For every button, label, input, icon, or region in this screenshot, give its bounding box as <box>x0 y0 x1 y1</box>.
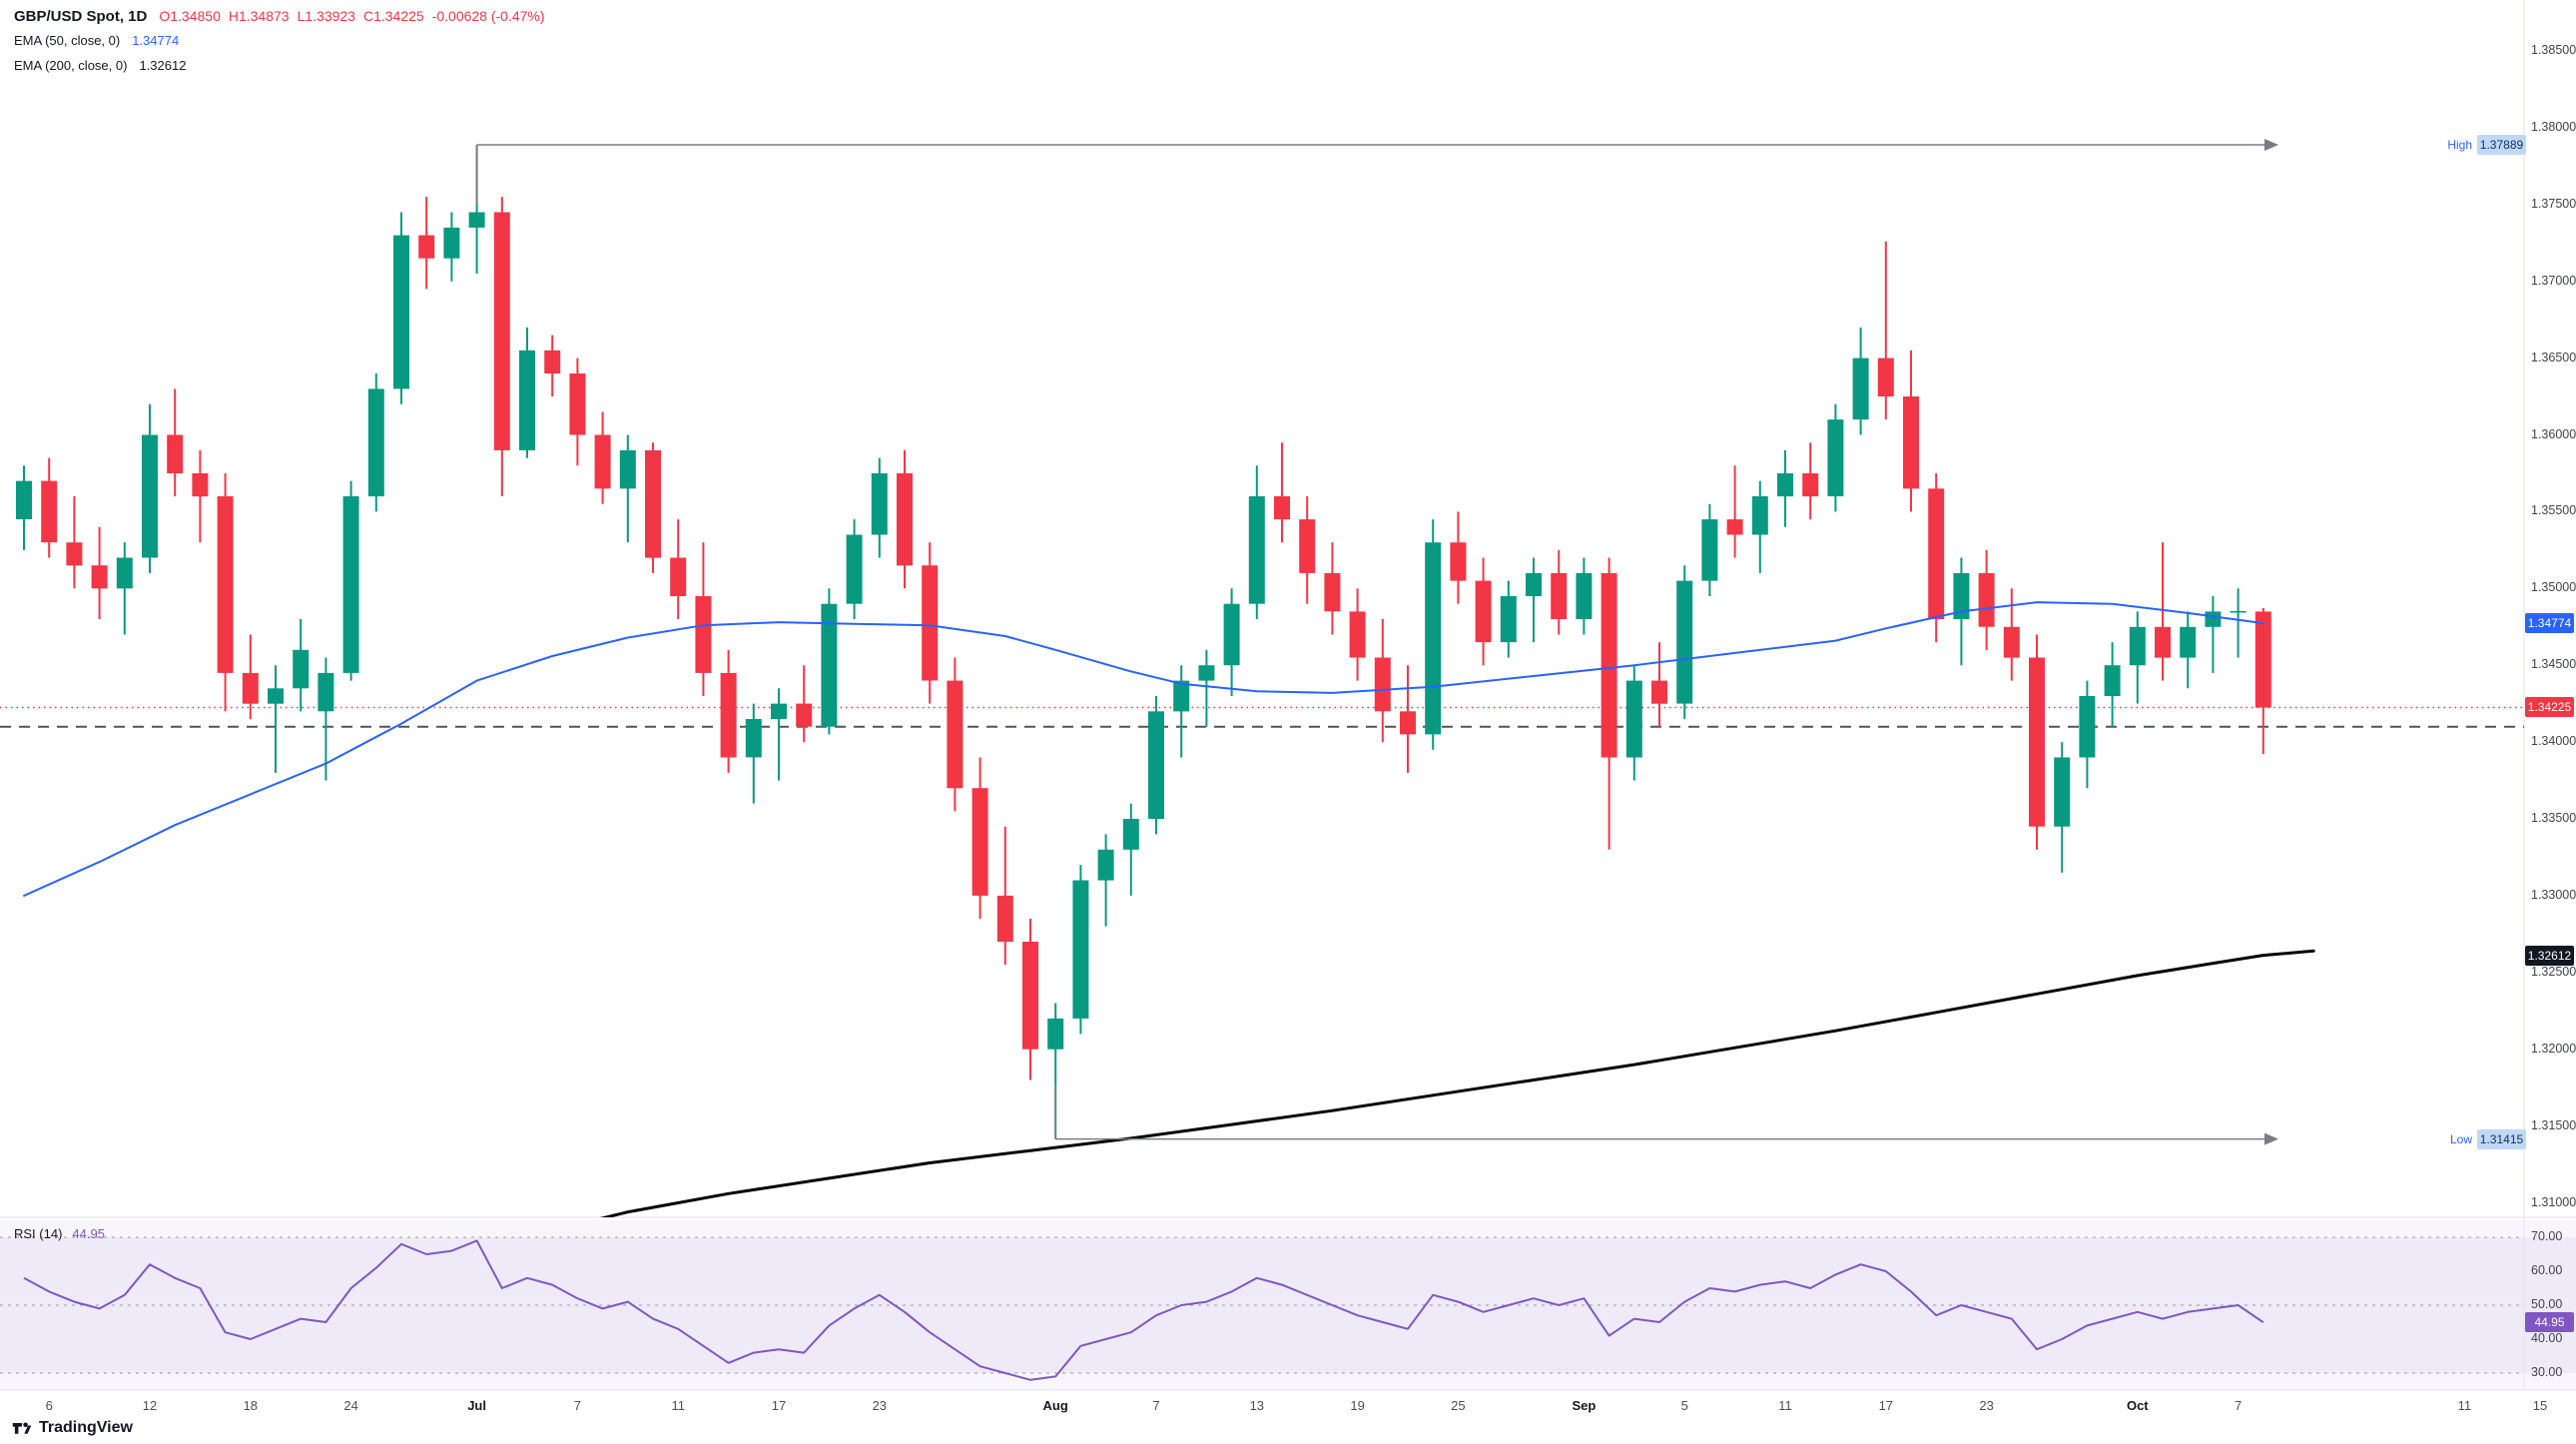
time-axis-label: Aug <box>1042 1398 1068 1413</box>
time-axis-label: 5 <box>1680 1398 1688 1413</box>
high-annotation-label: High 1.37889 <box>2444 134 2526 155</box>
time-axis-label: 17 <box>771 1398 787 1413</box>
time-axis-label: 17 <box>1878 1398 1894 1413</box>
time-axis-label: Sep <box>1572 1398 1597 1413</box>
time-axis[interactable]: 6 12 18 24 Jul 7 11 17 23 Aug 7 13 19 25 Sep 5 11 17 23 Oct… <box>0 1390 2548 1424</box>
rsi-axis-label: 70.00 <box>2531 1229 2563 1243</box>
price-axis-label: 1.38000 <box>2531 119 2576 134</box>
high-word: High <box>2447 137 2472 152</box>
time-axis-label: 7 <box>2234 1398 2243 1413</box>
symbol-row[interactable]: GBP/USD Spot, 1D O1.34850 H1.34873 L1.3392… <box>14 8 553 33</box>
ema200-legend-row[interactable]: EMA (200, close, 0) 1.32612 <box>14 58 553 83</box>
time-axis-label: 24 <box>343 1398 358 1413</box>
rsi-value: 44.95 <box>72 1226 105 1241</box>
ema50-price-badge: 1.34774 <box>2525 613 2574 634</box>
price-axis-label: 1.38500 <box>2531 43 2576 57</box>
price-axis-label: 1.36000 <box>2531 426 2576 441</box>
high-price-badge: 1.37889 <box>2477 134 2526 155</box>
time-axis-label: 23 <box>872 1398 888 1413</box>
time-axis-label: 6 <box>45 1398 53 1413</box>
time-axis-label: 13 <box>1249 1398 1265 1413</box>
time-axis-label: 7 <box>1152 1398 1160 1413</box>
tradingview-logomark <box>12 1422 32 1434</box>
ema200-label: EMA (200, close, 0) <box>14 58 128 73</box>
ema200-price-badge: 1.32612 <box>2525 945 2574 966</box>
price-axis[interactable]: 1.38500 1.38000 1.37500 1.37000 1.36500 1.360… <box>2524 0 2576 1390</box>
time-axis-label: 11 <box>2457 1398 2472 1413</box>
low-price-badge: 1.31415 <box>2477 1128 2526 1149</box>
rsi-label: RSI (14) <box>14 1226 63 1241</box>
time-axis-label: 25 <box>1451 1398 1466 1413</box>
time-axis-label: 15 <box>2532 1398 2548 1413</box>
time-axis-label: 18 <box>243 1398 259 1413</box>
low-word: Low <box>2449 1131 2472 1146</box>
price-axis-label: 1.35000 <box>2531 580 2576 595</box>
ema50-legend-row[interactable]: EMA (50, close, 0) 1.34774 <box>14 33 553 58</box>
price-axis-label: 1.35500 <box>2531 503 2576 518</box>
price-axis-label: 1.33500 <box>2531 811 2576 825</box>
price-axis-label: 1.31500 <box>2531 1117 2576 1132</box>
rsi-axis-label: 40.00 <box>2531 1331 2563 1345</box>
last-price-badge: 1.34225 <box>2525 697 2574 718</box>
time-axis-label: 23 <box>1979 1398 1994 1413</box>
price-axis-label: 1.31000 <box>2531 1194 2576 1209</box>
tradingview-wordmark: TradingView <box>39 1419 133 1436</box>
ohlc-high: H1.34873 <box>228 8 290 24</box>
price-axis-label: 1.37000 <box>2531 273 2576 288</box>
price-axis-label: 1.34500 <box>2531 657 2576 672</box>
ohlc-readout: O1.34850 H1.34873 L1.33923 C1.34225 -0.00628… <box>159 8 552 26</box>
time-axis-label: 19 <box>1350 1398 1365 1413</box>
time-axis-label: Jul <box>467 1398 486 1413</box>
price-axis-label: 1.34000 <box>2531 734 2576 749</box>
price-axis-label: 1.36500 <box>2531 350 2576 364</box>
time-axis-label: 11 <box>671 1398 685 1413</box>
low-annotation-label: Low 1.31415 <box>2444 1128 2526 1149</box>
price-axis-label: 1.32000 <box>2531 1041 2576 1056</box>
time-axis-label: 7 <box>573 1398 582 1413</box>
ohlc-open: O1.34850 <box>159 8 221 24</box>
ema200-value: 1.32612 <box>139 58 187 73</box>
time-axis-label: Oct <box>2126 1398 2149 1413</box>
ema50-label: EMA (50, close, 0) <box>14 33 121 48</box>
symbol-title[interactable]: GBP/USD Spot, 1D <box>14 8 148 25</box>
legend-panel: GBP/USD Spot, 1D O1.34850 H1.34873 L1.3392… <box>14 8 553 83</box>
price-axis-label: 1.37500 <box>2531 196 2576 211</box>
price-axis-label: 1.33000 <box>2531 887 2576 902</box>
ema50-value: 1.34774 <box>132 33 180 48</box>
rsi-axis-label: 30.00 <box>2531 1365 2563 1379</box>
ohlc-low: L1.33923 <box>297 8 355 24</box>
time-axis-label: 12 <box>142 1398 158 1413</box>
tradingview-logo[interactable]: TradingView <box>12 1418 133 1438</box>
time-axis-label: 11 <box>1778 1398 1792 1413</box>
ohlc-close: C1.34225 <box>362 8 424 24</box>
rsi-value-badge: 44.95 <box>2525 1312 2574 1333</box>
ohlc-change: -0.00628 (-0.47%) <box>431 8 545 24</box>
rsi-axis-label: 50.00 <box>2531 1297 2563 1311</box>
rsi-axis-label: 60.00 <box>2531 1263 2563 1277</box>
rsi-legend-row[interactable]: RSI (14) 44.95 <box>14 1226 105 1241</box>
price-axis-label: 1.32500 <box>2531 964 2576 979</box>
